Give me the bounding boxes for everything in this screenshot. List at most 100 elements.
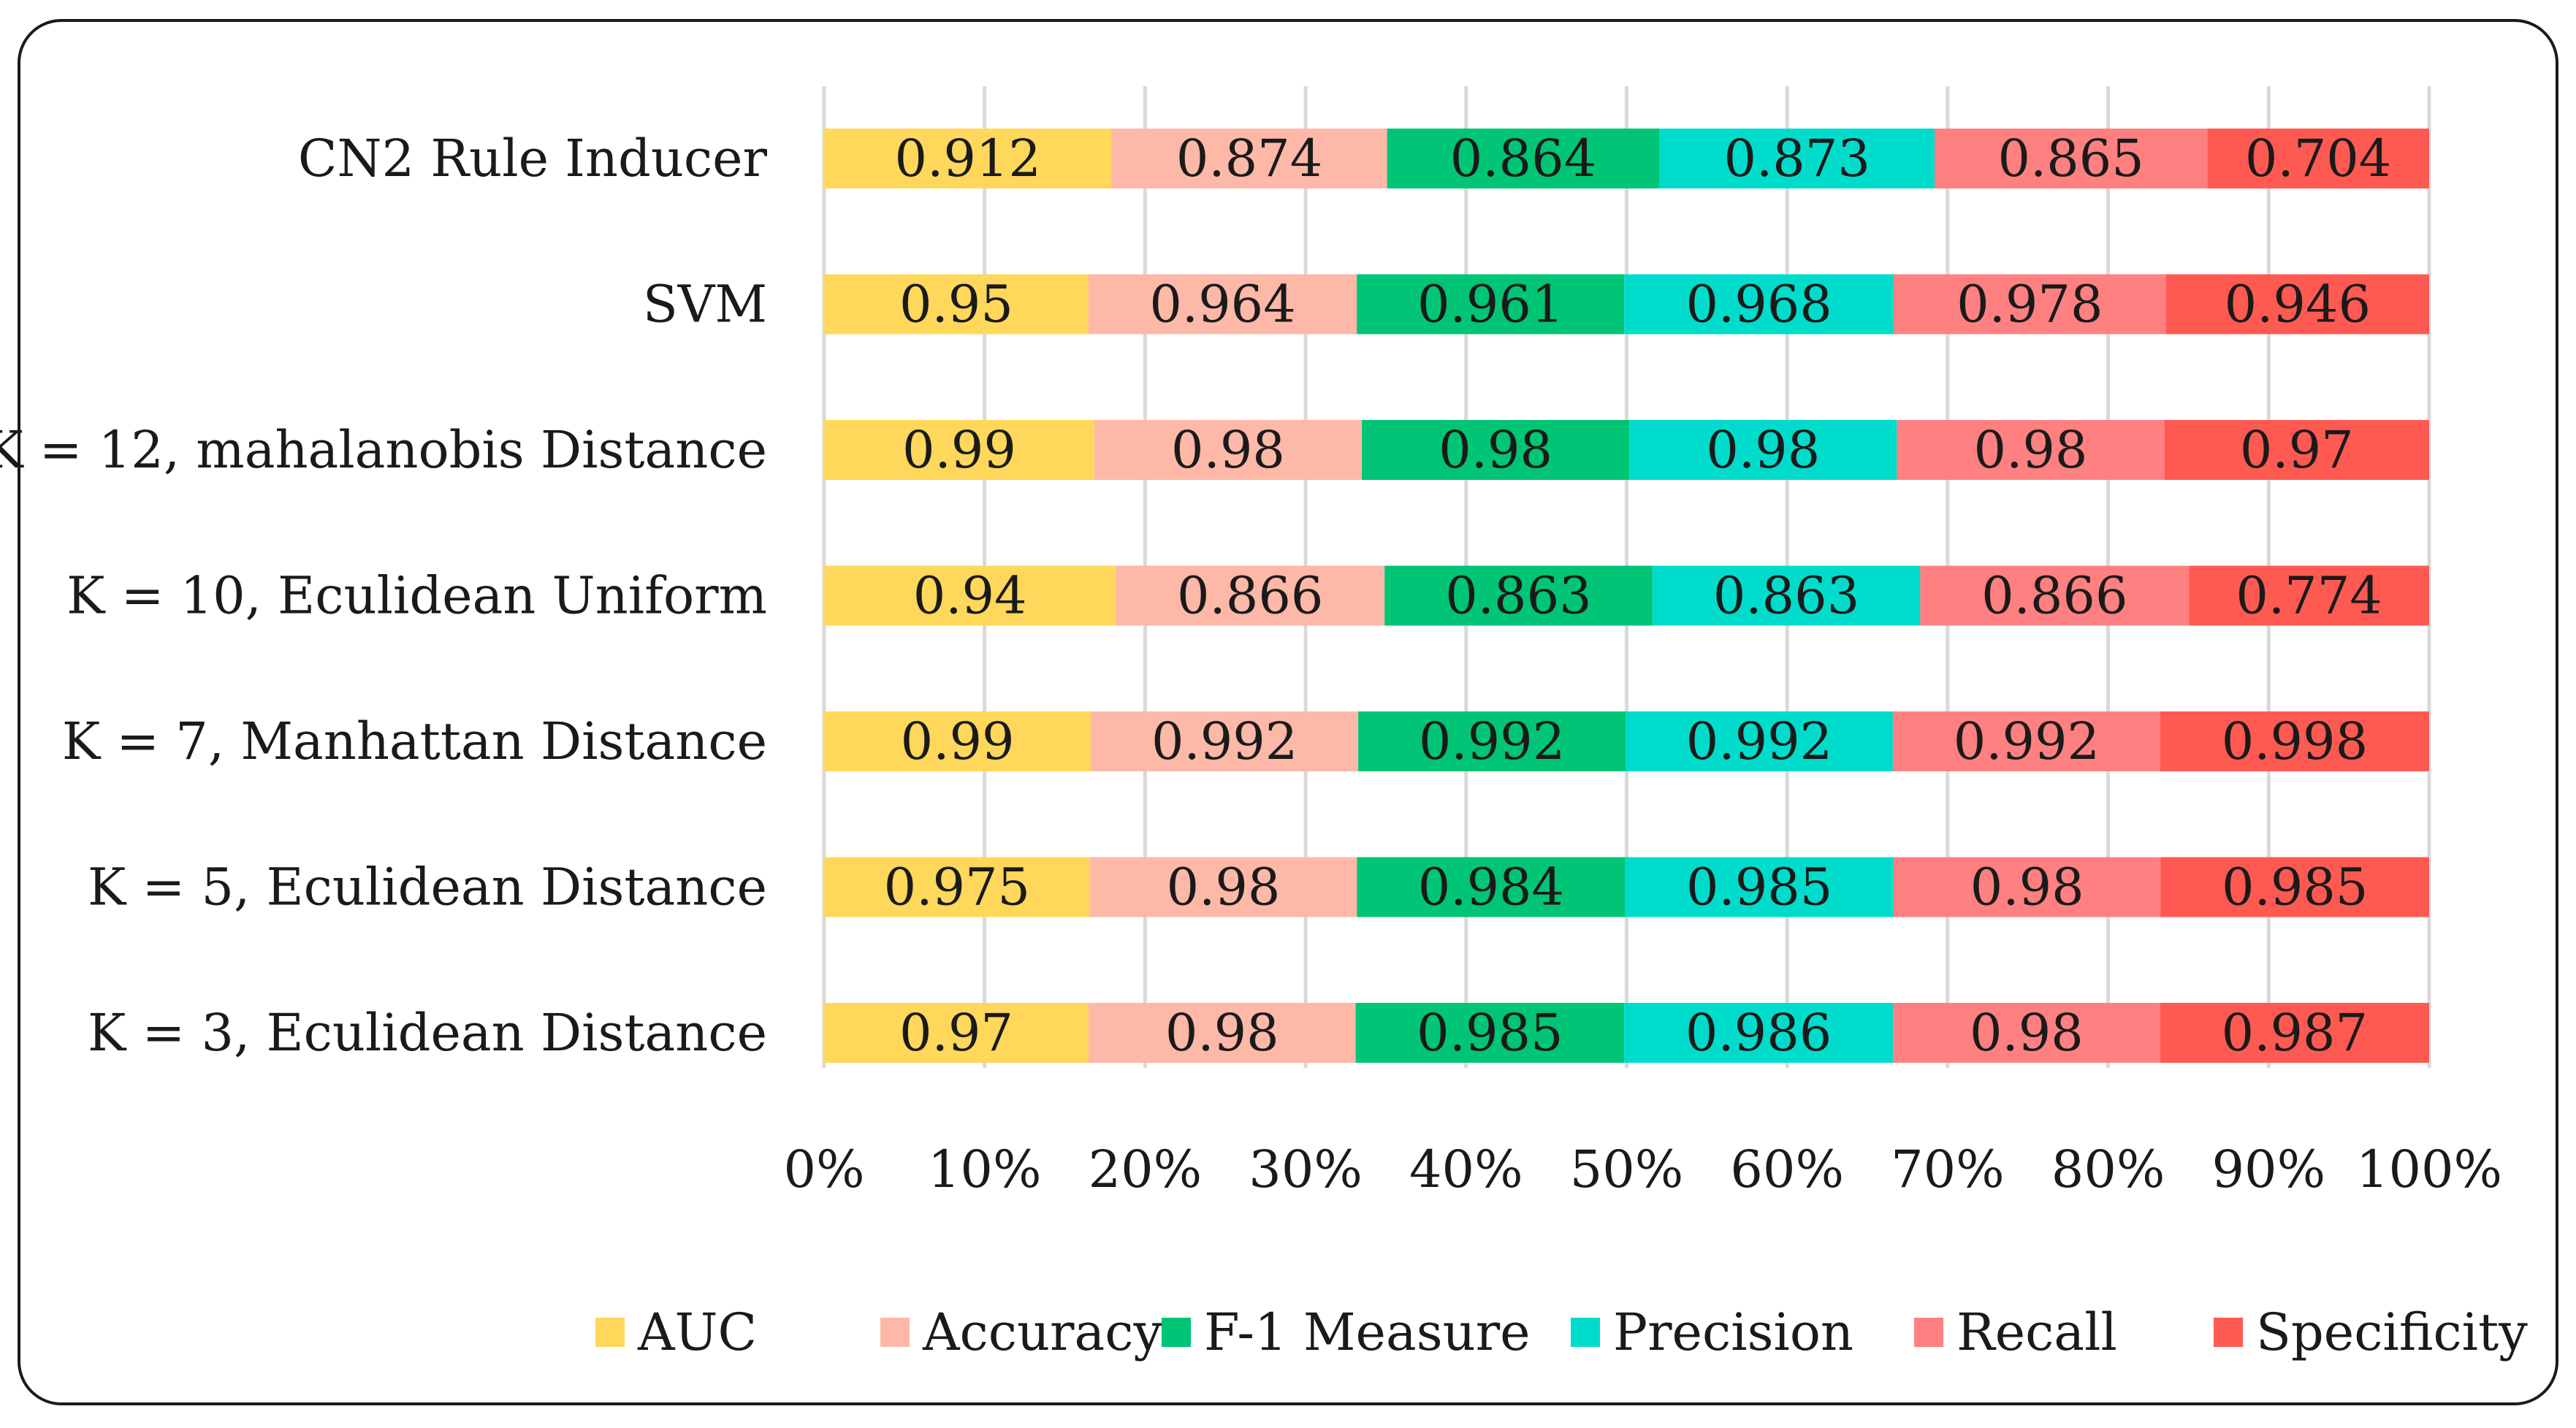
data-label: 0.992 [1419,711,1565,771]
x-tick-label: 10% [928,1139,1042,1199]
bar-segment-precision [1626,711,1893,771]
x-tick-label: 100% [2356,1139,2502,1199]
data-label: 0.946 [2225,275,2371,335]
legend-label: Specificity [2256,1302,2528,1362]
bar-segment-recall [1892,711,2160,771]
bar-segment-specificity [2160,711,2429,771]
bar-segment-specificity [2165,274,2429,335]
data-label: 0.984 [1418,858,1564,917]
data-label: 0.961 [1417,275,1563,335]
bar-segment-accuracy [1116,565,1385,626]
data-label: 0.774 [2236,566,2382,626]
data-label: 0.998 [2222,711,2368,771]
x-tick-label: 0% [783,1139,864,1199]
data-label: 0.992 [1686,711,1832,771]
bar-segment-auc [824,1003,1089,1063]
bar-segment-accuracy [1089,857,1357,917]
data-label: 0.863 [1713,566,1859,626]
data-label: 0.97 [2240,420,2354,480]
bar-segment-precision [1629,420,1897,480]
bar-segment-accuracy [1088,274,1357,335]
bar-segment-accuracy [1091,711,1359,771]
x-tick-label: 50% [1570,1139,1684,1199]
bar-segment-precision [1624,274,1894,335]
data-label: 0.865 [1997,129,2144,188]
legend-swatch-recall [1914,1318,1943,1347]
bar-segment-accuracy [1094,420,1363,480]
x-tick-label: 40% [1409,1139,1523,1199]
x-tick-label: 30% [1249,1139,1363,1199]
category-label: K = 10, Eculidean Uniform [66,566,767,626]
legend-swatch-auc [595,1318,625,1347]
data-label: 0.98 [1974,420,2088,480]
legend-swatch-accuracy [880,1318,910,1347]
bar-segment-precision [1624,1003,1894,1063]
data-label: 0.866 [1177,566,1323,626]
data-label: 0.975 [884,858,1030,917]
legend-swatch-specificity [2214,1318,2243,1347]
legend-label: F-1 Measure [1204,1302,1531,1362]
bar-segment-recall [1893,1003,2160,1063]
data-label: 0.873 [1724,129,1870,188]
data-label: 0.866 [1981,566,2127,626]
bar-segment-auc [824,420,1094,480]
bar-segment-accuracy [1111,129,1387,188]
data-label: 0.98 [1970,1003,2084,1063]
data-label: 0.968 [1685,275,1832,335]
bar-segment-recall [1893,857,2161,917]
legend-label: AUC [637,1302,757,1362]
bar-segment-auc [824,274,1089,335]
bars: 0.912 0.874 0.864 0.873 0.865 0.704 0.95 0.964 0… [824,129,2429,1063]
data-label: 0.95 [899,275,1013,335]
bar-segment-auc [824,857,1090,917]
data-label: 0.98 [1171,420,1285,480]
bar-segment-f-1-measure [1362,420,1630,480]
x-axis-ticks: 0% 10% 20% 30% 40% 50% 60% 70% 80% 90% 100% [783,1139,2502,1199]
bar-segment-auc [824,129,1112,188]
bar-segment-recall [1897,420,2165,480]
data-label: 0.99 [901,711,1015,771]
bar-segment-specificity [2207,129,2429,188]
data-label: 0.978 [1956,275,2103,335]
x-tick-label: 20% [1089,1139,1203,1199]
x-tick-label: 70% [1891,1139,2005,1199]
data-label: 0.987 [2222,1003,2368,1063]
data-label: 0.98 [1970,858,2084,917]
bar-segment-specificity [2160,1003,2429,1063]
data-label: 0.964 [1149,275,1295,335]
bar-segment-accuracy [1088,1003,1356,1063]
bar-segment-f-1-measure [1384,565,1653,626]
data-label: 0.97 [899,1003,1013,1063]
category-label: CN2 Rule Inducer [298,129,768,188]
category-label: K = 7, Manhattan Distance [62,711,767,771]
x-tick-label: 90% [2212,1139,2326,1199]
legend-label: Precision [1613,1302,1853,1362]
category-labels: CN2 Rule Inducer SVM K = 12, mahalanobis D… [0,129,768,1063]
data-label: 0.864 [1450,129,1596,188]
bar-segment-specificity [2164,420,2429,480]
data-label: 0.863 [1445,566,1591,626]
data-label: 0.985 [1417,1003,1563,1063]
x-tick-label: 80% [2051,1139,2165,1199]
data-label: 0.99 [902,420,1016,480]
bar-segment-recall [1920,565,2190,626]
bar-segment-recall [1935,129,2208,188]
data-label: 0.874 [1176,129,1322,188]
category-label: K = 3, Eculidean Distance [88,1003,767,1063]
legend-swatch-precision [1571,1318,1600,1347]
bar-segment-recall [1894,274,2166,335]
data-label: 0.94 [913,566,1027,626]
bar-segment-f-1-measure [1387,129,1660,188]
data-label: 0.98 [1706,420,1820,480]
bar-segment-f-1-measure [1357,857,1626,917]
category-label: K = 5, Eculidean Distance [88,858,767,917]
bar-segment-f-1-measure [1357,274,1625,335]
category-label: K = 12, mahalanobis Distance [0,420,767,480]
x-tick-label: 60% [1730,1139,1844,1199]
data-label: 0.992 [1954,711,2100,771]
bar-segment-f-1-measure [1355,1003,1625,1063]
legend-label: Accuracy [922,1302,1162,1362]
bar-segment-specificity [2189,565,2429,626]
data-label: 0.992 [1151,711,1297,771]
